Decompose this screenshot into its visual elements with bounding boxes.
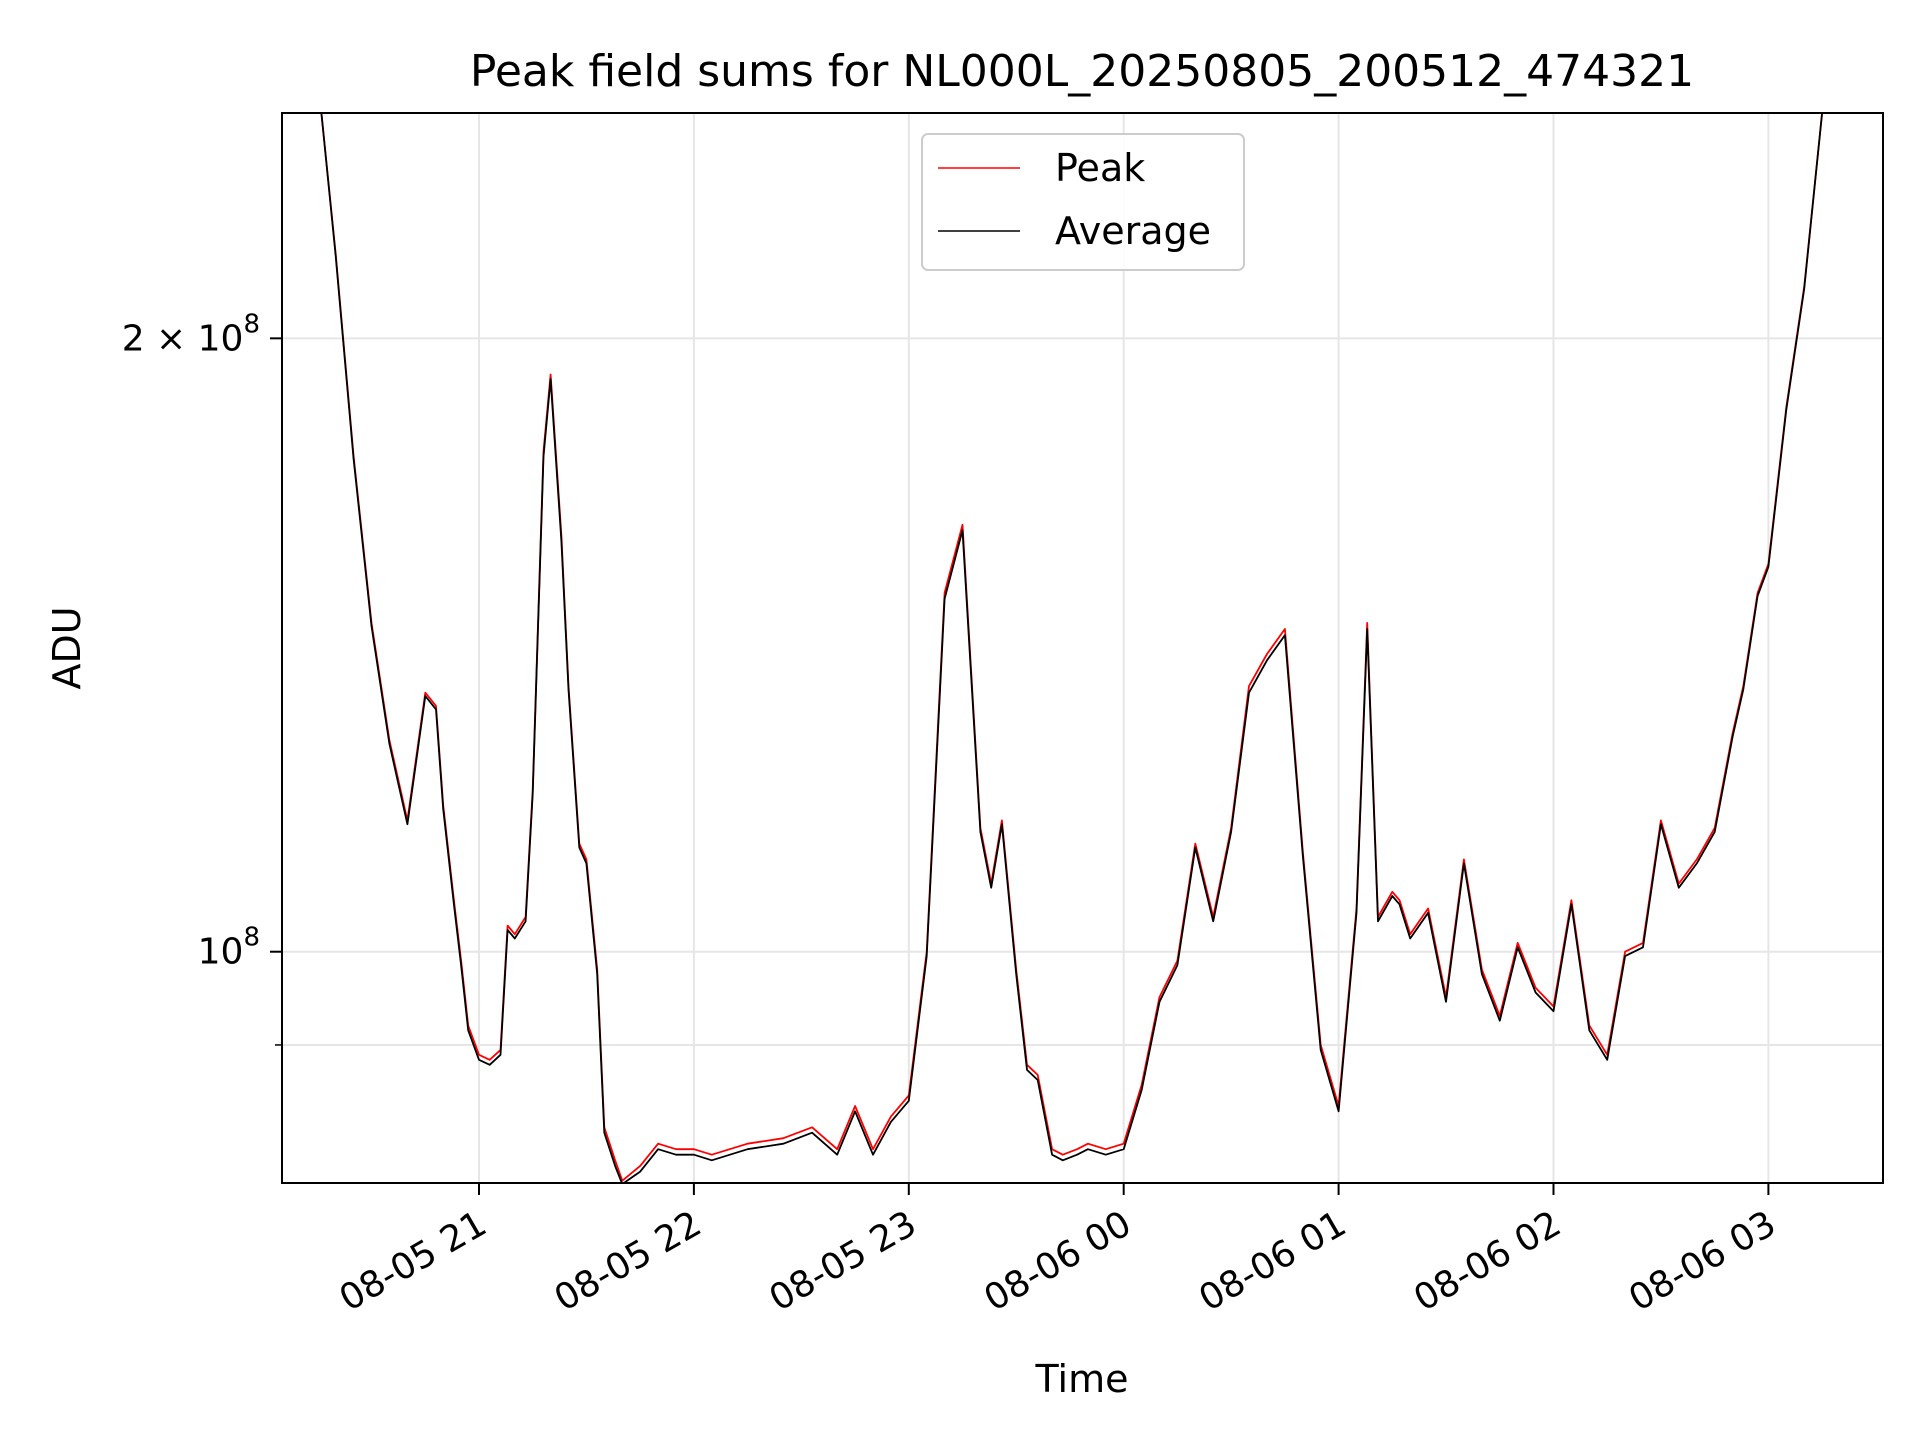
y-tick-label-exponent: 8 <box>243 923 260 953</box>
x-tick-label: 08-05 21 <box>333 1203 494 1319</box>
x-tick-label: 08-05 23 <box>763 1203 924 1319</box>
chart-title: Peak field sums for NL000L_20250805_2005… <box>470 46 1694 97</box>
plot-area-frame <box>281 112 1884 1184</box>
x-tick-label: 08-06 01 <box>1192 1203 1353 1319</box>
y-tick-label: 108 <box>198 923 260 973</box>
x-tick-label: 08-06 03 <box>1622 1203 1783 1319</box>
y-tick-label-base: 10 <box>198 932 244 973</box>
x-axis-label: Time <box>1035 1357 1129 1401</box>
grid <box>282 113 1883 1183</box>
y-axis-label: ADU <box>45 606 89 689</box>
series-lines <box>320 113 1823 1183</box>
x-tick-label: 08-06 02 <box>1407 1203 1568 1319</box>
series-line-average <box>320 113 1823 1183</box>
series-line-peak <box>320 113 1823 1182</box>
legend: Peak Average <box>921 133 1245 271</box>
x-tick-label: 08-05 22 <box>548 1203 709 1319</box>
y-tick-label-base: 2 × 10 <box>122 318 244 359</box>
x-axis: 08-05 21 08-05 22 08-05 23 08-06 00 08-06 01… <box>333 1183 1783 1320</box>
x-tick-label: 08-06 00 <box>978 1203 1139 1319</box>
y-tick-label: 2 × 108 <box>122 309 260 359</box>
legend-label-average: Average <box>1055 209 1211 253</box>
y-tick-label-exponent: 8 <box>243 309 260 339</box>
legend-label-peak: Peak <box>1055 146 1145 190</box>
